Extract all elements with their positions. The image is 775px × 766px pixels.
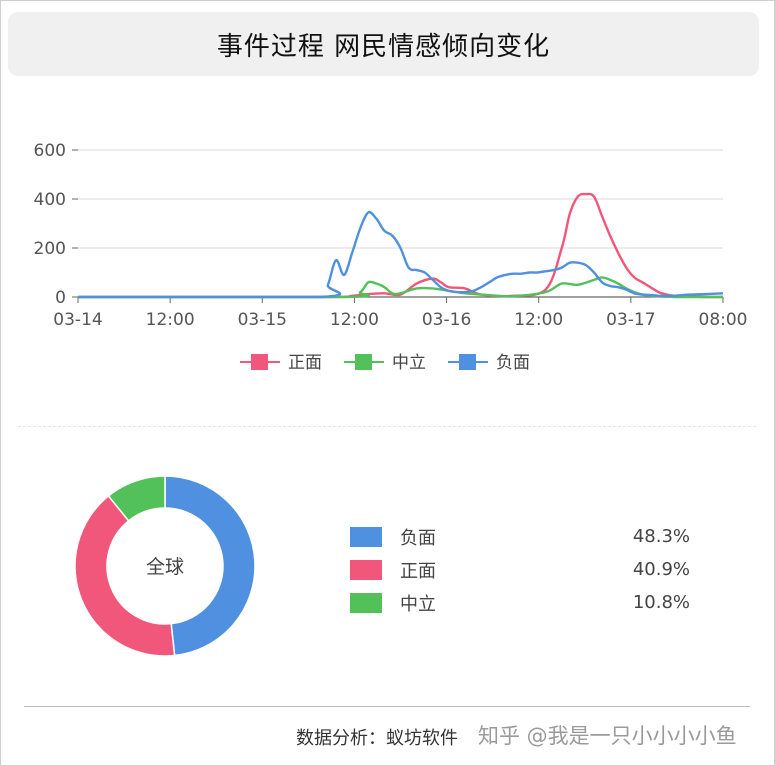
- section-divider: [18, 426, 756, 427]
- series-line-1: [78, 276, 723, 299]
- data-source: 数据分析：蚁坊软件: [296, 728, 458, 749]
- y-tick-label: 0: [55, 288, 66, 308]
- chart-title: 事件过程 网民情感倾向变化: [216, 31, 551, 62]
- legend-marker: [251, 354, 268, 370]
- pie-legend-label: 中立: [400, 593, 436, 615]
- pie-legend-row-neutral[interactable]: 中立 10.8%: [350, 586, 690, 619]
- pie-legend: 负面 48.3% 正面 40.9% 中立 10.8%: [350, 520, 690, 619]
- line-chart: 0 200 400 600 03-14 12:00 03-15 12:00 03-16 12:00…: [34, 141, 748, 373]
- pie-legend-row-negative[interactable]: 负面 48.3%: [350, 520, 690, 553]
- footer-divider: [24, 706, 750, 707]
- series-line-2: [78, 210, 724, 299]
- neutral-swatch: [350, 592, 382, 613]
- x-tick-label: 12:00: [514, 310, 563, 330]
- x-tick-label: 08:00: [699, 310, 748, 330]
- pie-legend-value: 48.3%: [632, 526, 690, 547]
- legend-label: 正面: [288, 353, 322, 373]
- x-tick-label: 12:00: [330, 310, 379, 330]
- y-tick-label: 400: [34, 190, 66, 210]
- x-tick-label: 03-14: [53, 310, 102, 330]
- y-tick-label: 600: [34, 141, 66, 161]
- pie-legend-row-positive[interactable]: 正面 40.9%: [350, 553, 690, 586]
- x-tick-label: 03-15: [238, 310, 287, 330]
- x-tick-label: 03-16: [422, 310, 471, 330]
- positive-swatch: [350, 559, 382, 580]
- series-line-0: [78, 192, 723, 299]
- pie-legend-label: 负面: [400, 527, 436, 549]
- legend-label: 负面: [496, 353, 530, 373]
- x-tick-label: 12:00: [146, 310, 195, 330]
- legend-marker: [355, 354, 372, 370]
- pie-legend-label: 正面: [400, 560, 436, 582]
- x-tick-label: 03-17: [606, 310, 655, 330]
- y-tick-label: 200: [34, 239, 66, 259]
- title-bar: 事件过程 网民情感倾向变化: [8, 12, 759, 76]
- negative-swatch: [350, 526, 382, 547]
- pie-legend-value: 10.8%: [632, 592, 690, 613]
- watermark: 知乎 @我是一只小小小小鱼: [478, 724, 737, 748]
- pie-legend-value: 40.9%: [632, 559, 690, 580]
- legend-label: 中立: [392, 353, 426, 373]
- legend-marker: [459, 354, 476, 370]
